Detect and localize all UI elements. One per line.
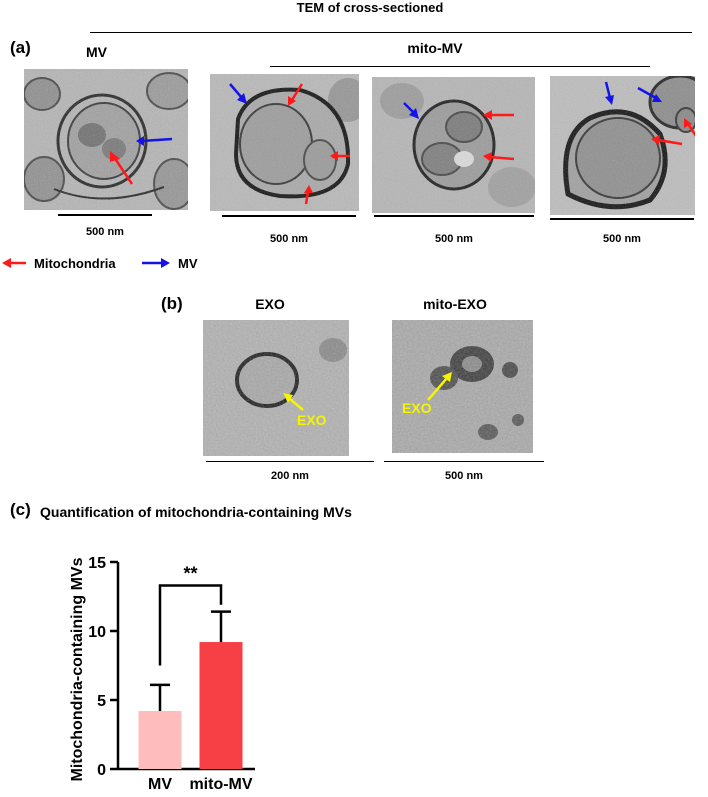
significance-label: ** — [183, 563, 197, 583]
scale-label-3: 500 nm — [435, 233, 473, 245]
mitochondria-arrowhead — [110, 151, 120, 162]
scale-bar-5 — [206, 461, 374, 462]
scale-bar-1 — [58, 214, 152, 216]
mito-mv-title: mito-MV — [407, 40, 463, 56]
mv-title: MV — [86, 44, 107, 60]
mito-mv-rule — [270, 66, 650, 67]
panel-c-letter: (c) — [10, 500, 31, 519]
bar-mv — [138, 711, 182, 769]
scale-label-5: 200 nm — [271, 470, 309, 482]
exo-arrow-label: EXO — [297, 412, 327, 428]
scale-bar-2 — [222, 215, 356, 217]
scale-label-1: 500 nm — [86, 226, 124, 238]
scale-bar-6 — [384, 461, 544, 462]
mv-arrowhead — [136, 136, 144, 146]
scale-label-6: 500 nm — [445, 470, 483, 482]
exo-title: EXO — [255, 296, 285, 312]
panel-b-letter: (b) — [161, 294, 183, 313]
x-tick-label: mito-MV — [189, 776, 252, 793]
panel-a-letter: (a) — [10, 38, 31, 57]
bar-mito-mv — [199, 642, 243, 769]
y-tick-label: 0 — [97, 762, 106, 779]
mito-exo-title: mito-EXO — [423, 296, 487, 312]
figure-header-title: TEM of cross-sectioned — [296, 0, 444, 15]
y-tick-label: 10 — [88, 624, 106, 641]
tem-image-mito-mv-2 — [372, 77, 535, 213]
y-tick-label: 15 — [88, 555, 106, 572]
y-axis-label: Mitochondria-containing MVs — [69, 557, 86, 781]
header-rule — [90, 32, 692, 33]
legend: Mitochondria MV — [0, 254, 240, 274]
tem-image-exo: EXO — [203, 320, 349, 456]
significance-bracket — [158, 584, 223, 666]
scale-label-4: 500 nm — [603, 233, 641, 245]
mitochondria-arrow — [112, 156, 134, 185]
tem-image-mito-mv-3 — [550, 76, 695, 215]
tem-image-mv — [24, 69, 188, 210]
scale-bar-3 — [374, 215, 534, 217]
y-tick-label: 5 — [97, 693, 106, 710]
legend-mitochondria-label: Mitochondria — [34, 256, 116, 271]
panel-c-title: Quantification of mitochondria-containin… — [40, 504, 352, 520]
scale-bar-4 — [550, 218, 694, 220]
mv-arrow — [141, 137, 173, 143]
mito-exo-arrow-label: EXO — [402, 400, 432, 416]
x-tick-label: MV — [148, 776, 172, 793]
legend-mv-label: MV — [178, 256, 198, 271]
scale-label-2: 500 nm — [270, 233, 308, 245]
tem-image-mito-exo: EXO — [392, 320, 533, 453]
tem-image-mito-mv-1 — [210, 74, 359, 211]
